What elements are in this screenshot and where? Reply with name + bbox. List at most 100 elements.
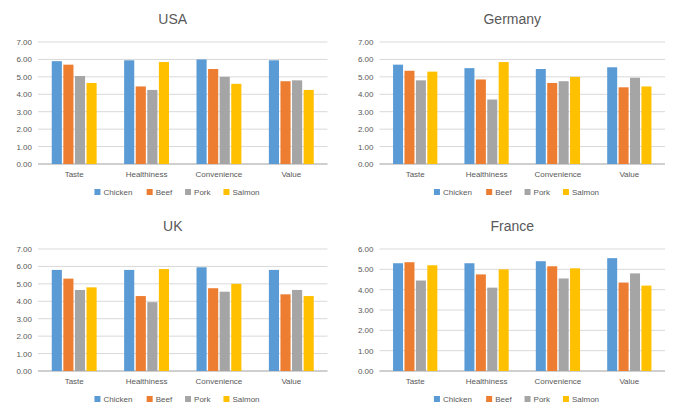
bar [63,65,73,164]
bar [304,296,314,371]
y-tick-label: 3.00 [16,315,32,324]
grid-line [38,283,328,284]
legend-label: Beef [156,395,173,404]
bar [536,261,546,371]
bar [208,288,218,371]
legend-label: Pork [534,395,551,404]
y-tick-label: 7.00 [16,245,32,254]
y-tick-label: 3.00 [16,108,32,117]
bar [231,284,241,371]
y-tick-label: 5.00 [16,280,32,289]
bar [124,60,134,164]
bar [220,77,230,164]
x-tick-label: Healthiness [126,170,168,179]
grid-line [38,42,328,43]
bar [393,65,403,164]
bar [393,263,403,371]
bars [393,62,651,164]
legend-label: Chicken [443,188,472,197]
bar [159,62,169,164]
figure: USA0.001.002.003.004.005.006.007.00Taste… [0,0,675,414]
legend-swatch [563,396,569,402]
bar [280,294,290,371]
y-tick-label: 2.00 [16,332,32,341]
bar [570,268,580,371]
legend-label: Salmon [572,395,599,404]
y-tick-label: 0.00 [358,367,374,376]
legend-label: Chicken [103,188,132,197]
bar [147,90,157,164]
bar [404,71,414,164]
y-tick-label: 6.00 [16,262,32,271]
legend-swatch [223,189,229,195]
legend-swatch [525,189,531,195]
y-tick-label: 2.00 [16,125,32,134]
y-tick-label: 5.00 [358,73,374,82]
bar [75,76,85,164]
chart-panel: UK0.001.002.003.004.005.006.007.00TasteH… [16,218,327,404]
y-tick-label: 1.00 [358,347,374,356]
bar [559,278,569,371]
y-tick-label: 4.00 [358,286,374,295]
chart-title: Germany [483,11,541,27]
grid-line [380,249,666,250]
legend-label: Salmon [232,395,259,404]
y-tick-label: 6.00 [358,245,374,254]
bar [487,100,497,164]
bar [499,269,509,371]
bar [416,281,426,371]
bar [292,290,302,371]
y-tick-label: 5.00 [358,265,374,274]
chart-panel: Germany0.001.002.003.004.005.006.007.00T… [358,11,665,197]
bar [75,290,85,371]
y-tick-label: 0.00 [358,160,374,169]
bar [641,86,651,164]
y-tick-label: 1.00 [16,143,32,152]
y-tick-label: 2.00 [358,125,374,134]
bar [476,274,486,371]
bar [280,81,290,164]
y-tick-label: 7.00 [358,38,374,47]
bar [464,263,474,371]
bar [547,83,557,164]
y-tick-label: 6.00 [16,55,32,64]
y-tick-label: 4.00 [358,90,374,99]
bar [220,292,230,371]
legend-label: Pork [534,188,551,197]
bar [86,287,96,371]
grid-line [380,42,666,43]
y-tick-label: 1.00 [16,350,32,359]
bar [52,270,62,371]
bar [208,69,218,164]
legend-swatch [525,396,531,402]
legend-label: Pork [194,395,211,404]
legend-swatch [486,396,492,402]
y-tick-label: 0.00 [16,367,32,376]
x-tick-label: Convenience [196,377,243,386]
bars [52,59,314,164]
x-tick-label: Value [619,377,639,386]
bar [619,87,629,164]
legend-label: Pork [194,188,211,197]
bar [197,267,207,371]
bar [136,296,146,371]
y-tick-label: 7.00 [16,38,32,47]
x-tick-label: Taste [65,377,85,386]
legend-swatch [563,189,569,195]
bars [52,267,314,371]
bar [630,78,640,164]
x-tick-label: Healthiness [126,377,168,386]
x-tick-label: Value [619,170,639,179]
legend-label: Beef [495,188,512,197]
bar [607,258,617,371]
chart-title: UK [163,218,183,234]
chart-title: France [490,218,534,234]
y-tick-label: 0.00 [16,160,32,169]
bar [607,67,617,164]
bar [416,80,426,164]
bar [292,80,302,164]
grid-line [38,266,328,267]
bar [536,69,546,164]
grid-line [38,249,328,250]
grid-line [38,59,328,60]
